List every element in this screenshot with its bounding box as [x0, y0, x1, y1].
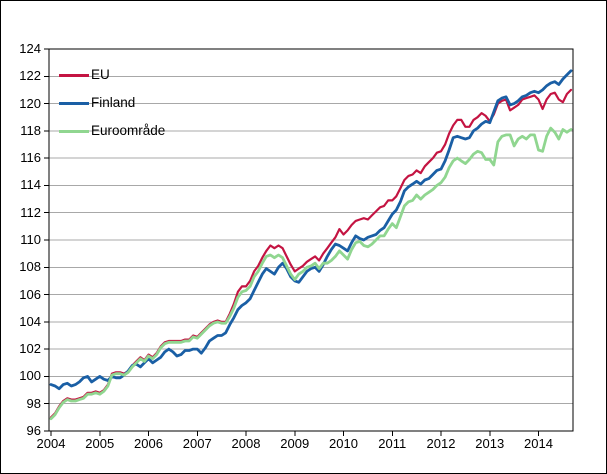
legend-swatch-euro-area: [59, 129, 89, 133]
x-tick-label: 2009: [280, 436, 310, 451]
y-tick-label: 124: [19, 41, 41, 56]
y-tick-label: 96: [26, 423, 41, 438]
x-tick-label: 2007: [182, 436, 212, 451]
y-tick-label: 118: [20, 122, 41, 138]
legend: EU Finland Euroområde: [59, 61, 165, 145]
x-tick-label: 2012: [426, 436, 456, 451]
y-tick-label: 110: [20, 232, 41, 247]
y-tick-label: 122: [19, 68, 41, 84]
x-tick-label: 2010: [329, 436, 358, 451]
y-tick-label: 112: [20, 204, 41, 220]
legend-label-eu: EU: [91, 67, 110, 82]
legend-swatch-eu: [59, 73, 89, 77]
y-tick-label: 102: [19, 341, 41, 357]
y-tick-label: 100: [19, 368, 41, 384]
legend-swatch-finland: [59, 101, 89, 105]
y-tick-label: 104: [19, 313, 41, 329]
legend-item-finland: Finland: [59, 89, 165, 117]
legend-label-finland: Finland: [91, 95, 136, 110]
y-tick-label: 116: [20, 150, 41, 166]
y-tick-label: 98: [26, 395, 41, 411]
y-tick-label: 106: [19, 286, 41, 302]
x-tick-label: 2004: [36, 436, 66, 451]
y-tick-label: 114: [20, 177, 41, 193]
x-tick-label: 2011: [378, 436, 407, 451]
y-tick-label: 120: [19, 95, 41, 111]
legend-label-euro-area: Euroområde: [91, 123, 166, 138]
legend-item-eu: EU: [59, 61, 165, 89]
x-tick-label: 2013: [475, 436, 505, 451]
x-tick-label: 2008: [231, 436, 261, 451]
x-tick-label: 2005: [85, 436, 115, 451]
x-tick-label: 2014: [524, 436, 553, 451]
y-tick-label: 108: [19, 259, 41, 275]
legend-item-euro-area: Euroområde: [59, 117, 165, 145]
x-tick-label: 2006: [134, 436, 163, 451]
